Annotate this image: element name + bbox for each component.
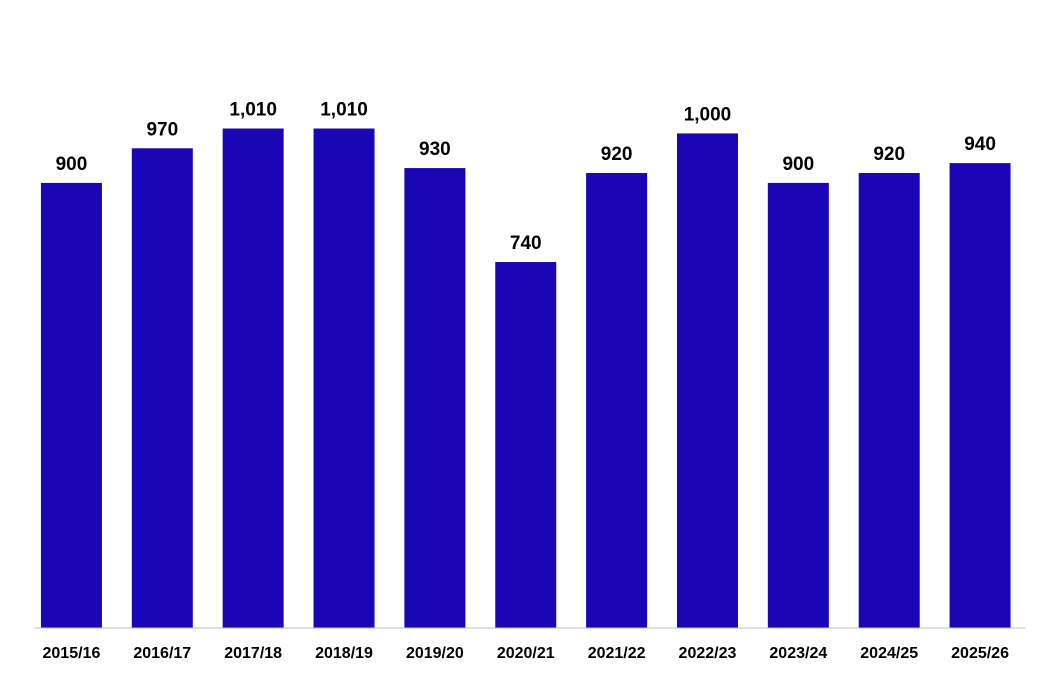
data-label: 920 (601, 144, 633, 165)
x-tick-label: 2022/23 (679, 645, 737, 662)
bar (676, 133, 738, 629)
x-tick-label: 2018/19 (315, 645, 373, 662)
x-tick-label: 2019/20 (406, 645, 464, 662)
data-label: 1,010 (320, 100, 368, 121)
x-tick-label: 2024/25 (860, 645, 918, 662)
data-label: 740 (510, 233, 542, 254)
x-tick-label: 2015/16 (43, 645, 101, 662)
data-label: 970 (146, 119, 178, 140)
bar (222, 128, 284, 628)
x-tick-label: 2016/17 (133, 645, 191, 662)
bar (586, 173, 648, 628)
data-label: 900 (56, 154, 88, 175)
data-label: 1,010 (229, 100, 277, 121)
data-label: 940 (964, 134, 996, 155)
x-tick-label: 2021/22 (588, 645, 646, 662)
bar (40, 182, 102, 628)
data-label: 920 (873, 144, 905, 165)
bar (767, 182, 829, 628)
x-tick-label: 2023/24 (769, 645, 827, 662)
x-tick-label: 2017/18 (224, 645, 282, 662)
bar (131, 148, 193, 629)
data-label: 1,000 (684, 104, 732, 125)
bar (404, 168, 466, 628)
data-label: 930 (419, 139, 451, 160)
bar (313, 128, 375, 628)
x-tick-label: 2025/26 (951, 645, 1009, 662)
bar (858, 173, 920, 628)
x-tick-label: 2020/21 (497, 645, 555, 662)
bar (949, 163, 1011, 629)
bar (495, 262, 557, 628)
data-label: 900 (782, 154, 814, 175)
